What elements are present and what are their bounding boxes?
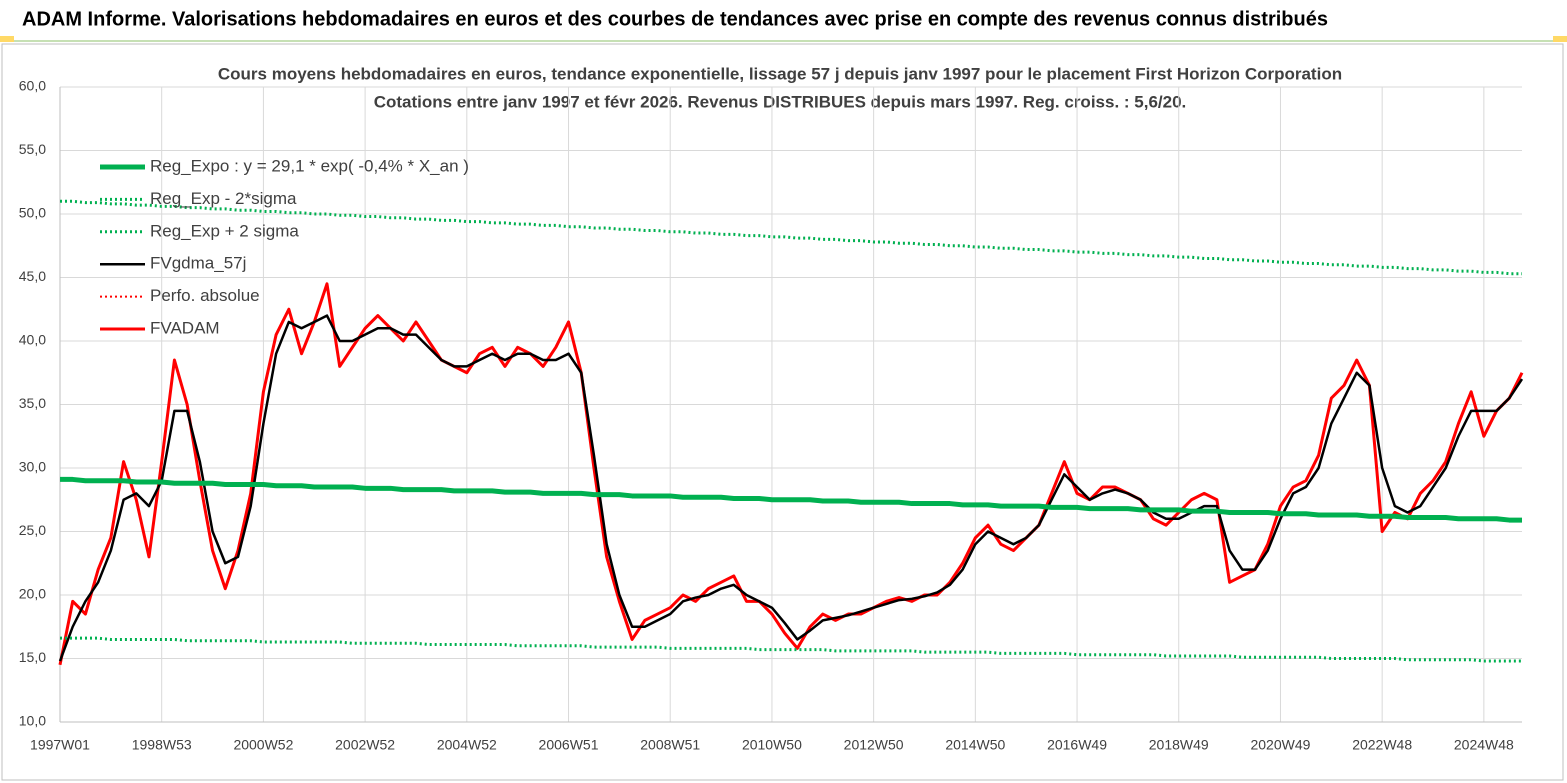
chart-title: Cours moyens hebdomadaires en euros, ten… <box>218 64 1342 83</box>
y-tick-label: 55,0 <box>19 141 46 157</box>
x-tick-label: 2020W49 <box>1250 737 1310 753</box>
x-tick-label: 2002W52 <box>335 737 395 753</box>
x-tick-label: 2022W48 <box>1352 737 1412 753</box>
x-tick-label: 2012W50 <box>844 737 904 753</box>
y-tick-label: 15,0 <box>19 649 46 665</box>
y-tick-label: 10,0 <box>19 713 46 729</box>
chart-subtitle: Cotations entre janv 1997 et févr 2026. … <box>374 92 1187 111</box>
legend-label: Reg_Exp - 2*sigma <box>150 189 297 208</box>
y-tick-label: 50,0 <box>19 205 46 221</box>
x-tick-label: 2016W49 <box>1047 737 1107 753</box>
x-tick-label: 2004W52 <box>437 737 497 753</box>
y-tick-label: 20,0 <box>19 586 46 602</box>
x-tick-label: 2010W50 <box>742 737 802 753</box>
x-tick-label: 1997W01 <box>30 737 90 753</box>
series-line <box>60 636 1522 663</box>
legend-label: Reg_Exp + 2 sigma <box>150 221 299 240</box>
y-tick-label: 60,0 <box>19 78 46 94</box>
legend-label: Reg_Expo : y = 29,1 * exp( -0,4% * X_an … <box>150 156 469 175</box>
x-tick-label: 1998W53 <box>132 737 192 753</box>
legend-label: FVgdma_57j <box>150 254 246 273</box>
legend-label: FVADAM <box>150 318 220 337</box>
banner <box>0 0 1567 42</box>
series-line <box>60 199 1522 276</box>
banner-accent <box>1553 36 1567 42</box>
y-tick-label: 40,0 <box>19 332 46 348</box>
legend-label: Perfo. absolue <box>150 286 260 305</box>
x-tick-label: 2018W49 <box>1149 737 1209 753</box>
banner-title: ADAM Informe. Valorisations hebdomadaire… <box>22 8 1328 30</box>
series-line <box>58 314 1524 662</box>
y-tick-label: 35,0 <box>19 395 46 411</box>
x-tick-label: 2008W51 <box>640 737 700 753</box>
x-tick-label: 2014W50 <box>945 737 1005 753</box>
x-tick-label: 2006W51 <box>539 737 599 753</box>
x-tick-label: 2024W48 <box>1454 737 1514 753</box>
banner-accent <box>0 36 14 42</box>
series-line <box>60 476 1522 523</box>
y-tick-label: 30,0 <box>19 459 46 475</box>
y-tick-label: 25,0 <box>19 522 46 538</box>
x-tick-label: 2000W52 <box>233 737 293 753</box>
y-tick-label: 45,0 <box>19 268 46 284</box>
